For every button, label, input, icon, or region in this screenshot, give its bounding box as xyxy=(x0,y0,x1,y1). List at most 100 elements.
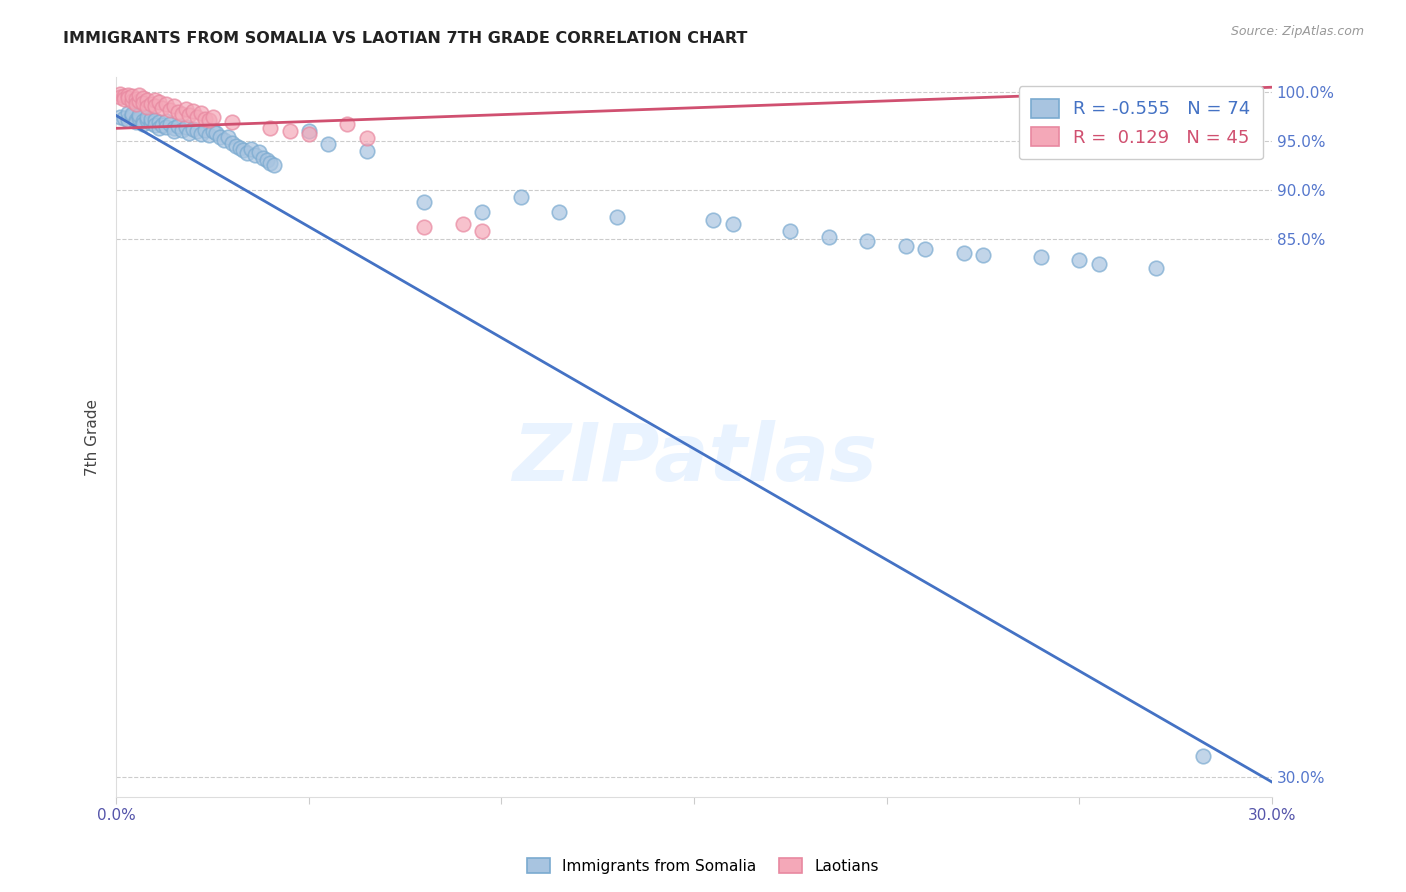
Point xyxy=(181,103,204,118)
Point xyxy=(259,121,281,136)
Legend: Immigrants from Somalia, Laotians: Immigrants from Somalia, Laotians xyxy=(520,852,886,880)
Point xyxy=(228,141,250,155)
Point xyxy=(721,217,744,231)
Point xyxy=(132,95,155,110)
Point xyxy=(243,147,266,161)
Point xyxy=(1107,87,1129,101)
Point xyxy=(356,144,378,158)
Point xyxy=(136,112,159,127)
Point xyxy=(548,204,571,219)
Point xyxy=(232,143,254,157)
Point xyxy=(471,224,494,238)
Point xyxy=(952,245,974,260)
Point xyxy=(143,113,166,128)
Point xyxy=(124,115,146,129)
Point xyxy=(252,151,274,165)
Point xyxy=(779,224,801,238)
Point xyxy=(894,239,917,253)
Point xyxy=(221,115,243,129)
Point xyxy=(117,105,139,120)
Point xyxy=(128,88,150,103)
Point xyxy=(163,124,186,138)
Point xyxy=(139,96,162,111)
Point xyxy=(298,127,321,141)
Point xyxy=(155,120,177,135)
Point xyxy=(1144,88,1167,103)
Point xyxy=(124,96,146,111)
Point xyxy=(413,194,436,209)
Point xyxy=(356,131,378,145)
Point xyxy=(186,124,208,138)
Text: Source: ZipAtlas.com: Source: ZipAtlas.com xyxy=(1230,25,1364,38)
Point xyxy=(112,111,135,125)
Point xyxy=(139,112,162,126)
Point xyxy=(509,190,531,204)
Point xyxy=(186,110,208,124)
Point xyxy=(236,145,259,160)
Point xyxy=(278,124,301,138)
Y-axis label: 7th Grade: 7th Grade xyxy=(86,399,100,475)
Point xyxy=(136,93,159,107)
Point xyxy=(174,120,197,135)
Point xyxy=(167,120,190,134)
Point xyxy=(1029,250,1052,264)
Point xyxy=(197,128,219,143)
Point xyxy=(197,113,219,128)
Point xyxy=(124,92,146,106)
Point xyxy=(170,123,193,137)
Point xyxy=(112,89,135,103)
Point xyxy=(336,117,359,131)
Point xyxy=(1144,261,1167,276)
Point xyxy=(259,155,281,169)
Point xyxy=(108,87,131,101)
Point xyxy=(167,104,190,119)
Point xyxy=(914,242,936,256)
Point xyxy=(205,126,228,140)
Point xyxy=(117,91,139,105)
Point xyxy=(856,234,879,248)
Point xyxy=(159,103,181,117)
Point xyxy=(108,110,131,124)
Point xyxy=(212,133,235,147)
Point xyxy=(194,123,217,137)
Legend: R = -0.555   N = 74, R =  0.129   N = 45: R = -0.555 N = 74, R = 0.129 N = 45 xyxy=(1019,87,1263,160)
Point xyxy=(217,130,239,145)
Point xyxy=(136,110,159,124)
Point xyxy=(163,99,186,113)
Point xyxy=(190,105,212,120)
Point xyxy=(190,127,212,141)
Point xyxy=(209,130,232,145)
Point xyxy=(121,89,143,103)
Point xyxy=(148,121,170,136)
Point xyxy=(121,109,143,123)
Point xyxy=(194,112,217,126)
Point xyxy=(112,92,135,106)
Point xyxy=(117,88,139,103)
Point xyxy=(201,110,224,124)
Point xyxy=(108,90,131,104)
Point xyxy=(471,204,494,219)
Point xyxy=(159,117,181,131)
Point xyxy=(1069,253,1091,268)
Point xyxy=(139,116,162,130)
Point xyxy=(179,108,201,122)
Point xyxy=(451,217,474,231)
Point xyxy=(702,213,724,227)
Point xyxy=(124,112,146,127)
Point xyxy=(1087,257,1109,271)
Point xyxy=(163,121,186,136)
Point xyxy=(136,100,159,114)
Point xyxy=(152,119,174,133)
Point xyxy=(155,96,177,111)
Point xyxy=(263,157,285,171)
Point xyxy=(225,139,247,153)
Point xyxy=(606,211,628,225)
Point xyxy=(1191,748,1213,763)
Text: ZIPatlas: ZIPatlas xyxy=(512,419,876,498)
Point xyxy=(818,230,841,244)
Point xyxy=(181,122,204,136)
Point xyxy=(143,93,166,107)
Point xyxy=(221,136,243,150)
Text: IMMIGRANTS FROM SOMALIA VS LAOTIAN 7TH GRADE CORRELATION CHART: IMMIGRANTS FROM SOMALIA VS LAOTIAN 7TH G… xyxy=(63,31,748,46)
Point xyxy=(152,101,174,115)
